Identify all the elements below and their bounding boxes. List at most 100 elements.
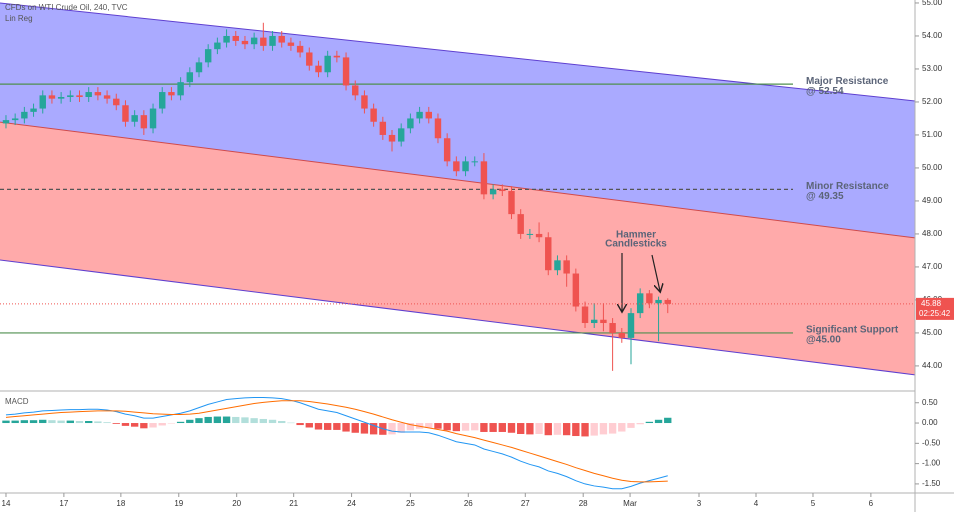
candle-body	[416, 111, 423, 119]
histogram-bar	[121, 423, 130, 426]
candle-body	[131, 115, 138, 122]
histogram-bar	[75, 421, 84, 424]
histogram-bar	[397, 423, 405, 433]
histogram-bar	[85, 421, 93, 424]
candle-body	[480, 161, 488, 195]
histogram-bar	[654, 419, 663, 424]
y-tick-label: -1.00	[922, 459, 941, 468]
histogram-bar	[636, 423, 644, 425]
x-tick-label: 3	[697, 499, 702, 508]
last-price: 45.88	[921, 299, 942, 308]
level-label: Major Resistance	[806, 76, 889, 87]
histogram-bar	[581, 423, 589, 437]
histogram-bar	[333, 423, 341, 430]
panel-title: MACD	[5, 397, 29, 406]
y-tick-label: 47.00	[922, 262, 943, 271]
candle-body	[260, 37, 267, 46]
arrow	[651, 254, 660, 291]
histogram-bar	[351, 423, 359, 433]
level-label: Significant Support	[806, 325, 899, 336]
histogram-bar	[544, 423, 552, 436]
candle-body	[149, 108, 157, 129]
candle-body	[223, 35, 230, 43]
x-tick-label: 14	[2, 499, 11, 508]
candle-body	[563, 260, 570, 274]
candle-body	[168, 92, 175, 96]
histogram-bar	[296, 423, 304, 426]
candle-body	[434, 118, 442, 139]
histogram-bar	[535, 423, 543, 434]
candle-body	[269, 35, 276, 46]
y-tick-label: 55.00	[922, 0, 943, 7]
candle-body	[453, 161, 460, 172]
histogram-bar	[388, 423, 396, 435]
x-tick-label: 21	[289, 499, 298, 508]
y-tick-label: -0.50	[922, 438, 941, 447]
candle-body	[140, 115, 148, 129]
candle-body	[591, 319, 598, 324]
y-tick-label: 49.00	[922, 196, 943, 205]
histogram-bar	[268, 419, 277, 424]
candle-body	[57, 97, 65, 99]
candle-body	[159, 92, 166, 109]
candle-body	[425, 111, 432, 119]
candle-body	[94, 92, 102, 96]
histogram-bar	[517, 423, 525, 434]
candle-body	[600, 319, 607, 324]
callout: Candlesticks	[605, 239, 667, 250]
candle-body	[324, 55, 331, 73]
histogram-bar	[425, 423, 433, 428]
histogram-bar	[608, 423, 617, 434]
candle-body	[627, 313, 635, 338]
candle-body	[39, 95, 46, 109]
histogram-bar	[186, 419, 194, 424]
candle-body	[278, 35, 285, 43]
histogram-bar	[480, 423, 488, 432]
histogram-bar	[369, 423, 378, 435]
y-tick-label: 45.00	[922, 328, 943, 337]
candle-body	[214, 42, 221, 50]
countdown: 02:25:42	[919, 309, 951, 318]
y-tick-label: 54.00	[922, 31, 943, 40]
candle-body	[526, 233, 534, 235]
candle-body	[407, 118, 414, 129]
candle-body	[609, 323, 616, 333]
candle-body	[30, 108, 37, 112]
candle-body	[545, 237, 552, 271]
x-tick-label: 6	[869, 499, 874, 508]
histogram-bar	[94, 421, 102, 424]
candle-body	[287, 42, 295, 46]
x-tick-label: 18	[116, 499, 125, 508]
x-tick-label: 17	[59, 499, 68, 508]
candle-body	[636, 293, 644, 314]
level-label: @ 49.35	[806, 191, 844, 202]
y-tick-label: 51.00	[922, 130, 943, 139]
histogram-bar	[167, 423, 176, 424]
candle-body	[21, 111, 28, 119]
histogram-bar	[526, 423, 534, 435]
indicator-label: Lin Reg	[5, 14, 33, 23]
chart-title: CFDs on WTI Crude Oil, 240, TVC	[5, 3, 128, 12]
candle-body	[397, 128, 405, 142]
histogram-bar	[232, 416, 240, 424]
histogram-bar	[461, 423, 470, 431]
candle-body	[103, 95, 111, 99]
candle-body	[664, 299, 671, 304]
x-tick-label: Mar	[623, 499, 637, 508]
candle-body	[581, 306, 589, 324]
x-tick-label: 25	[406, 499, 415, 508]
candle-body	[315, 65, 322, 73]
histogram-bar	[241, 417, 249, 424]
y-tick-label: 48.00	[922, 229, 943, 238]
candle-body	[232, 35, 239, 41]
candle-body	[499, 189, 506, 192]
candle-body	[443, 138, 451, 162]
histogram-bar	[149, 423, 157, 428]
histogram-bar	[250, 418, 258, 424]
histogram-bar	[103, 422, 111, 424]
histogram-bar	[664, 417, 672, 424]
level-label: Minor Resistance	[806, 181, 889, 192]
candle-body	[177, 82, 184, 96]
callout: Hammer	[616, 230, 656, 241]
